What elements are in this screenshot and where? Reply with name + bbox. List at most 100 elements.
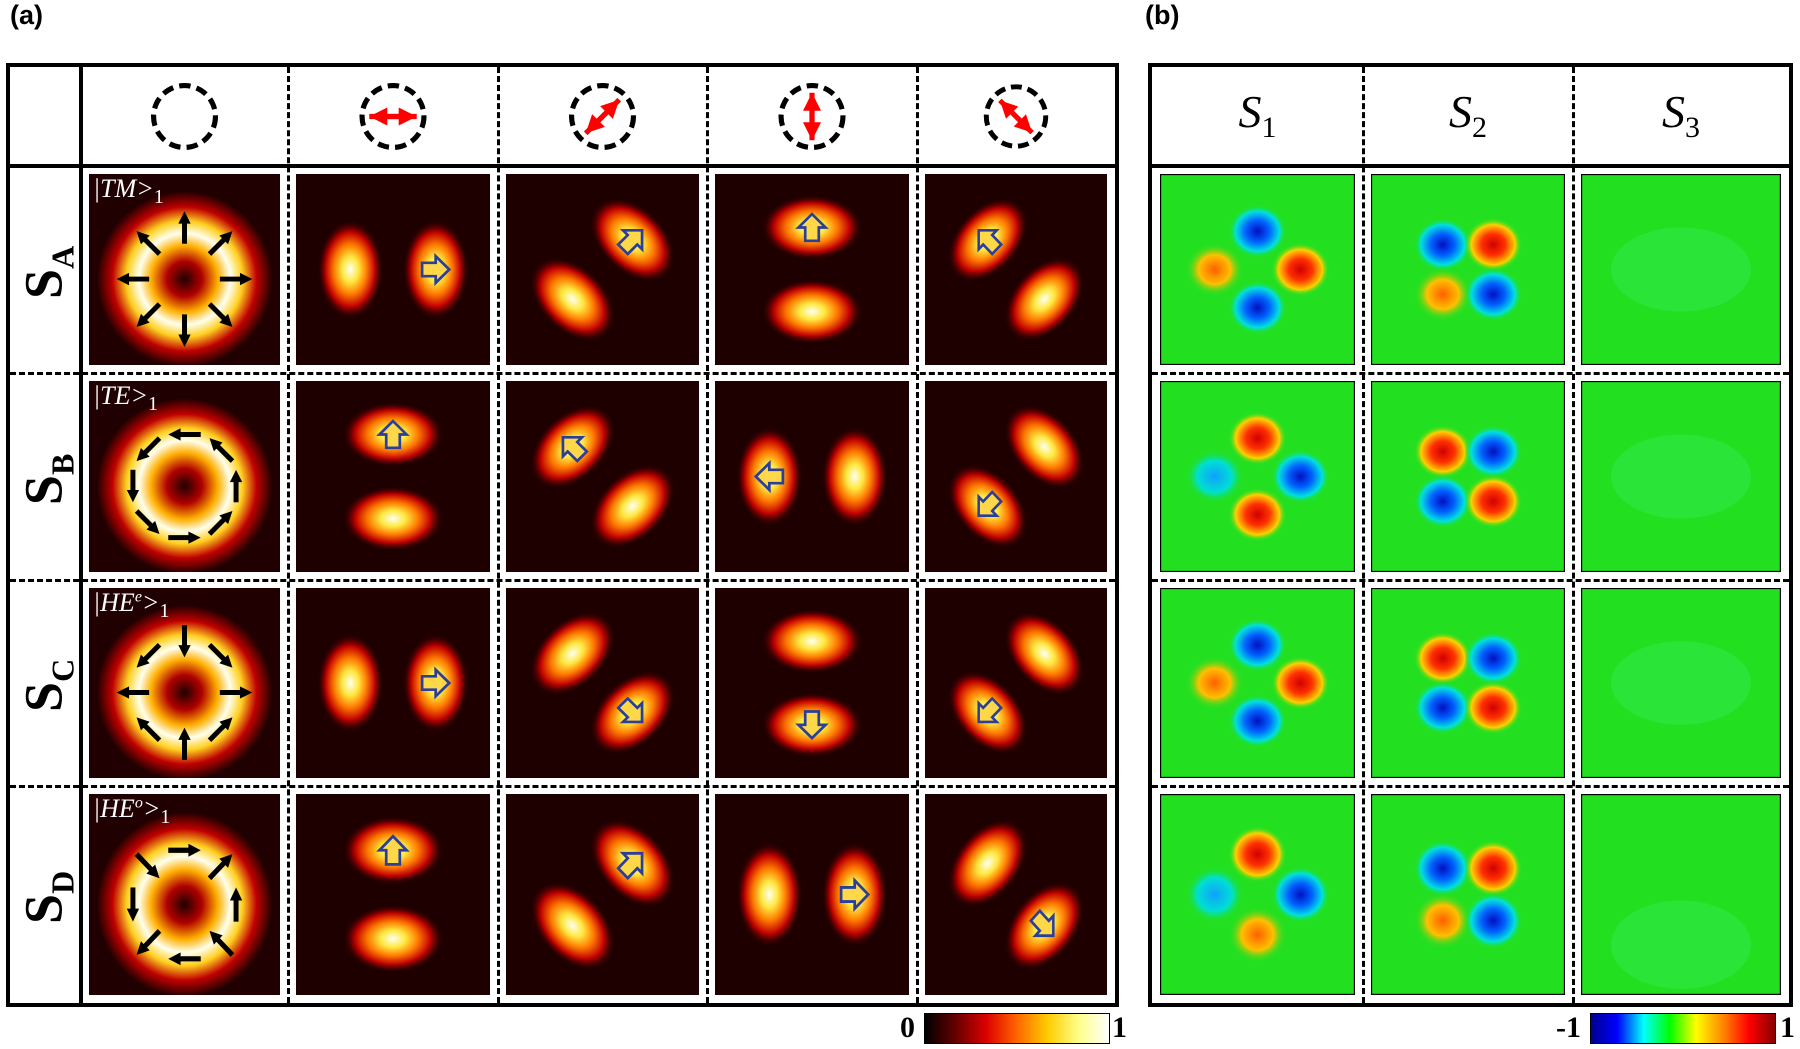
polarizer-icon xyxy=(568,82,637,151)
row-label-main: S xyxy=(13,268,74,299)
label-column-divider xyxy=(79,67,83,1003)
colorbar-min: 0 xyxy=(900,1011,915,1044)
stokes-cell xyxy=(1371,174,1565,365)
projected-intensity-image xyxy=(925,381,1107,572)
polarizer-header-cell xyxy=(917,67,1115,166)
row-label-sub: D xyxy=(44,870,81,894)
stokes-colorbar xyxy=(1590,1013,1776,1044)
stokes-cell xyxy=(1160,381,1355,572)
row-label: SB xyxy=(13,434,82,524)
projected-intensity-image xyxy=(925,588,1107,778)
stokes-colorbar-max: 1 xyxy=(1780,1011,1795,1044)
projected-intensity-image xyxy=(715,174,909,365)
mode-label: |TE>1 xyxy=(93,381,158,416)
mode-label: |HEe>1 xyxy=(93,588,169,623)
projected-intensity-image xyxy=(506,174,699,365)
row-label-main: S xyxy=(13,681,74,712)
stokes-parameter-map xyxy=(1371,794,1565,995)
projected-intensity-cell xyxy=(506,381,699,572)
row-label-sub: B xyxy=(44,453,81,475)
row-divider xyxy=(10,579,1115,582)
stokes-parameter-map xyxy=(1581,174,1781,365)
polarizer-icon xyxy=(778,82,846,151)
row-divider xyxy=(1152,785,1789,788)
stokes-cell xyxy=(1581,381,1781,572)
mode-label: |TM>1 xyxy=(93,174,164,209)
polarization-arrow-icon xyxy=(977,696,1004,724)
projected-intensity-cell xyxy=(715,794,909,995)
projected-intensity-image xyxy=(506,588,699,778)
polarization-arrow-icon xyxy=(376,419,410,450)
stokes-parameter-map xyxy=(1581,588,1781,778)
stokes-header: S2 xyxy=(1363,85,1573,145)
projected-intensity-cell xyxy=(925,174,1107,365)
mode-label-text: |TM> xyxy=(93,174,154,203)
stokes-header-sub: 3 xyxy=(1685,111,1700,145)
polarization-arrow-icon xyxy=(839,877,871,912)
row-divider xyxy=(10,785,1115,788)
mode-label-sup: o xyxy=(134,794,143,812)
polarizer-icon xyxy=(359,82,427,151)
stokes-parameter-map xyxy=(1581,794,1781,995)
projected-intensity-cell xyxy=(296,588,490,778)
projected-intensity-image xyxy=(296,381,490,572)
panel-b: S1 S2 S3 xyxy=(1148,63,1793,1007)
polarizer-header-cell xyxy=(81,67,288,166)
row-label-sub: A xyxy=(44,245,81,269)
colorbar-max: 1 xyxy=(1112,1011,1127,1044)
polarization-arrow-icon xyxy=(616,228,644,256)
projected-intensity-cell xyxy=(506,588,699,778)
polarization-arrow-icon xyxy=(795,710,829,740)
vector-mode-image xyxy=(89,381,280,572)
vector-mode-image xyxy=(89,794,280,995)
stokes-cell xyxy=(1371,794,1565,995)
panel-a-label: (a) xyxy=(10,0,43,30)
polarizer-header-cell xyxy=(498,67,707,166)
stokes-header-main: S xyxy=(1238,86,1262,137)
projected-intensity-image xyxy=(715,794,909,995)
panel-a: SA SB SC SD |TM>1 |TE>1 |HEe>1 |HEo>1 xyxy=(6,63,1119,1007)
polarizer-icon xyxy=(983,84,1049,149)
polarization-arrow-icon xyxy=(561,435,589,463)
mode-label-text: |HE xyxy=(93,794,135,823)
polarizer-header-cell xyxy=(288,67,498,166)
polarization-arrow-icon xyxy=(1028,908,1055,938)
projected-intensity-image xyxy=(715,381,909,572)
polarization-arrow-icon xyxy=(420,252,452,287)
column-divider xyxy=(706,67,709,1003)
row-label: SA xyxy=(13,227,82,317)
stokes-parameter-map xyxy=(1160,794,1355,995)
stokes-colorbar-min: -1 xyxy=(1556,1011,1581,1044)
intensity-colorbar xyxy=(924,1013,1110,1044)
stokes-header: S3 xyxy=(1573,85,1789,145)
row-divider xyxy=(1152,579,1789,582)
row-divider xyxy=(1152,372,1789,375)
mode-label: |HEo>1 xyxy=(93,794,170,829)
projected-intensity-cell xyxy=(715,381,909,572)
polarization-arrow-icon xyxy=(616,696,644,724)
stokes-parameter-map xyxy=(1160,588,1355,778)
projected-intensity-cell xyxy=(715,588,909,778)
stokes-header-sub: 1 xyxy=(1261,111,1277,145)
mode-label-sub: 1 xyxy=(160,806,171,829)
projected-intensity-image xyxy=(296,794,490,995)
stokes-header-main: S xyxy=(1662,86,1685,137)
stokes-cell xyxy=(1160,174,1355,365)
projected-intensity-cell xyxy=(296,381,490,572)
projected-intensity-cell xyxy=(925,794,1107,995)
column-divider xyxy=(497,67,500,1003)
stokes-parameter-map xyxy=(1581,381,1781,572)
column-divider xyxy=(1362,67,1365,1003)
row-label: SC xyxy=(13,640,82,730)
header-row-divider xyxy=(1152,164,1789,168)
mode-label-text: |HE xyxy=(93,588,135,617)
projected-intensity-cell xyxy=(506,174,699,365)
stokes-parameter-map xyxy=(1160,174,1355,365)
stokes-cell xyxy=(1371,381,1565,572)
vector-mode-cell: |HEo>1 xyxy=(89,794,280,995)
projected-intensity-cell xyxy=(506,794,699,995)
row-label: SD xyxy=(13,852,82,942)
polarization-arrow-icon xyxy=(977,490,1004,518)
stokes-parameter-map xyxy=(1371,174,1565,365)
polarization-arrow-icon xyxy=(795,212,829,243)
